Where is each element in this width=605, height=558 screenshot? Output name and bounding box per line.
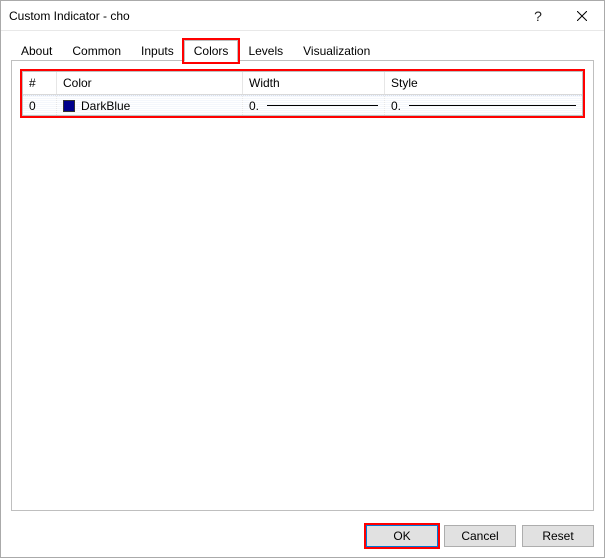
grid-header: # Color Width Style: [23, 72, 582, 95]
col-header-style[interactable]: Style: [385, 72, 582, 94]
ok-button[interactable]: OK: [366, 525, 438, 547]
reset-button[interactable]: Reset: [522, 525, 594, 547]
grid-body: 0 DarkBlue 0. 0.: [23, 95, 582, 115]
cell-index: 0: [23, 96, 57, 115]
dialog-window: Custom Indicator - cho ? AboutCommonInpu…: [0, 0, 605, 558]
style-value: 0.: [391, 99, 405, 113]
tab-panel-colors: # Color Width Style 0 DarkBlue 0. 0.: [11, 61, 594, 511]
help-icon[interactable]: ?: [516, 1, 560, 31]
tab-visualization[interactable]: Visualization: [293, 40, 380, 61]
col-header-width[interactable]: Width: [243, 72, 385, 94]
color-swatch: [63, 100, 75, 112]
dialog-button-row: OK Cancel Reset: [1, 519, 604, 557]
colors-grid-highlight: # Color Width Style 0 DarkBlue 0. 0.: [20, 69, 585, 118]
colors-grid: # Color Width Style 0 DarkBlue 0. 0.: [22, 71, 583, 116]
style-line-preview: [409, 105, 576, 106]
table-row[interactable]: 0 DarkBlue 0. 0.: [23, 95, 582, 115]
titlebar: Custom Indicator - cho ?: [1, 1, 604, 31]
width-value: 0.: [249, 99, 263, 113]
col-header-color[interactable]: Color: [57, 72, 243, 94]
client-area: AboutCommonInputsColorsLevelsVisualizati…: [1, 31, 604, 557]
cell-style[interactable]: 0.: [385, 96, 582, 115]
col-header-index[interactable]: #: [23, 72, 57, 94]
tab-strip-container: AboutCommonInputsColorsLevelsVisualizati…: [1, 31, 604, 61]
close-icon[interactable]: [560, 1, 604, 31]
cancel-button[interactable]: Cancel: [444, 525, 516, 547]
cell-color[interactable]: DarkBlue: [57, 96, 243, 115]
width-line-preview: [267, 105, 378, 106]
tab-inputs[interactable]: Inputs: [131, 40, 184, 61]
tab-colors[interactable]: Colors: [184, 40, 239, 62]
tab-strip: AboutCommonInputsColorsLevelsVisualizati…: [11, 39, 594, 61]
tab-common[interactable]: Common: [62, 40, 131, 61]
color-name: DarkBlue: [81, 99, 130, 113]
panel-spacer: [20, 118, 585, 502]
tab-about[interactable]: About: [11, 40, 62, 61]
cell-width[interactable]: 0.: [243, 96, 385, 115]
tab-levels[interactable]: Levels: [238, 40, 293, 61]
window-title: Custom Indicator - cho: [9, 9, 516, 23]
